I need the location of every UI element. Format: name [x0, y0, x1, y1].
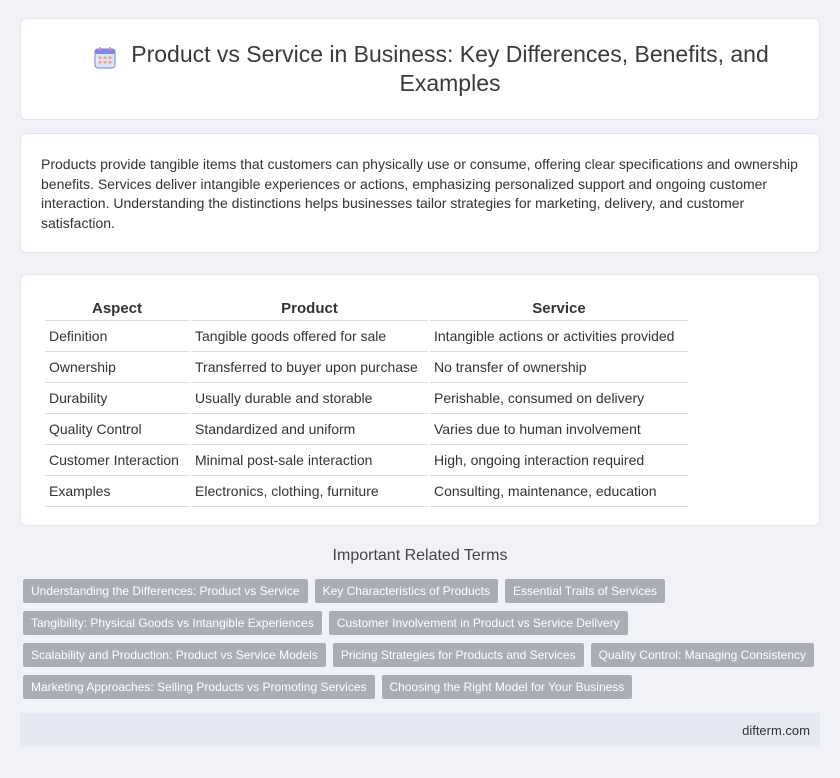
table-cell: High, ongoing interaction required: [430, 445, 688, 476]
table-cell: Electronics, clothing, furniture: [191, 476, 428, 507]
table-cell: Minimal post-sale interaction: [191, 445, 428, 476]
tag-row: Marketing Approaches: Selling Products v…: [23, 675, 823, 699]
related-term-link[interactable]: Marketing Approaches: Selling Products v…: [23, 675, 375, 699]
related-term-link[interactable]: Key Characteristics of Products: [314, 579, 498, 603]
table-cell: Durability: [45, 383, 189, 414]
tag-row: Scalability and Production: Product vs S…: [23, 643, 823, 667]
related-term-link[interactable]: Quality Control: Managing Consistency: [590, 643, 815, 667]
table-row: Examples Electronics, clothing, furnitur…: [45, 476, 688, 507]
comparison-card: Aspect Product Service Definition Tangib…: [20, 274, 820, 526]
related-term-link[interactable]: Essential Traits of Services: [505, 579, 666, 603]
table-cell: Usually durable and storable: [191, 383, 428, 414]
related-term-link[interactable]: Choosing the Right Model for Your Busine…: [381, 675, 633, 699]
table-cell: Transferred to buyer upon purchase: [191, 352, 428, 383]
related-term-link[interactable]: Pricing Strategies for Products and Serv…: [332, 643, 584, 667]
page-title: Product vs Service in Business: Key Diff…: [131, 41, 769, 96]
table-row: Customer Interaction Minimal post-sale i…: [45, 445, 688, 476]
table-cell: Quality Control: [45, 414, 189, 445]
calendar-icon: [94, 47, 116, 69]
related-term-link[interactable]: Tangibility: Physical Goods vs Intangibl…: [23, 611, 322, 635]
table-cell: Consulting, maintenance, education: [430, 476, 688, 507]
table-header-row: Aspect Product Service: [45, 295, 688, 321]
table-row: Durability Usually durable and storable …: [45, 383, 688, 414]
intro-card: Products provide tangible items that cus…: [20, 133, 820, 253]
table-row: Ownership Transferred to buyer upon purc…: [45, 352, 688, 383]
column-header-aspect: Aspect: [45, 295, 189, 321]
table-cell: Varies due to human involvement: [430, 414, 688, 445]
table-cell: Intangible actions or activities provide…: [430, 321, 688, 352]
table-cell: Ownership: [45, 352, 189, 383]
tag-row: Understanding the Differences: Product v…: [23, 579, 823, 603]
table-cell: Perishable, consumed on delivery: [430, 383, 688, 414]
table-cell: Definition: [45, 321, 189, 352]
footer-site-link[interactable]: difterm.com: [742, 723, 810, 738]
related-term-link[interactable]: Understanding the Differences: Product v…: [23, 579, 308, 603]
table-row: Quality Control Standardized and uniform…: [45, 414, 688, 445]
related-term-link[interactable]: Scalability and Production: Product vs S…: [23, 643, 326, 667]
footer-bar: difterm.com: [20, 713, 820, 747]
intro-paragraph: Products provide tangible items that cus…: [41, 156, 798, 231]
title-card: Product vs Service in Business: Key Diff…: [20, 18, 820, 120]
column-header-product: Product: [191, 295, 428, 321]
table-cell: Customer Interaction: [45, 445, 189, 476]
tag-row: Tangibility: Physical Goods vs Intangibl…: [23, 611, 823, 635]
related-terms-list: Understanding the Differences: Product v…: [23, 579, 823, 707]
table-cell: Examples: [45, 476, 189, 507]
related-terms-heading: Important Related Terms: [332, 547, 508, 564]
table-cell: Standardized and uniform: [191, 414, 428, 445]
related-term-link[interactable]: Customer Involvement in Product vs Servi…: [328, 611, 628, 635]
table-cell: No transfer of ownership: [430, 352, 688, 383]
table-row: Definition Tangible goods offered for sa…: [45, 321, 688, 352]
table-cell: Tangible goods offered for sale: [191, 321, 428, 352]
comparison-table: Aspect Product Service Definition Tangib…: [43, 295, 690, 507]
column-header-service: Service: [430, 295, 688, 321]
